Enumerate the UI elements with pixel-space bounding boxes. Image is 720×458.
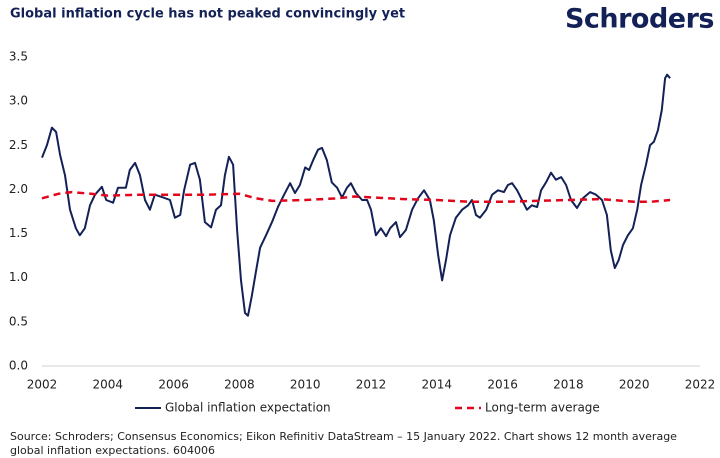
x-tick-label: 2018 bbox=[553, 378, 584, 392]
x-tick-label: 2020 bbox=[619, 378, 650, 392]
y-tick-label: 0.0 bbox=[9, 359, 28, 373]
x-tick-label: 2004 bbox=[93, 378, 124, 392]
x-tick-label: 2016 bbox=[487, 378, 518, 392]
y-tick-label: 1.0 bbox=[9, 270, 28, 284]
y-tick-label: 2.5 bbox=[9, 138, 28, 152]
x-tick-label: 2010 bbox=[290, 378, 321, 392]
x-tick-label: 2008 bbox=[224, 378, 255, 392]
chart-title: Global inflation cycle has not peaked co… bbox=[10, 7, 405, 22]
brand-logo: Schroders bbox=[565, 4, 714, 35]
x-tick-label: 2022 bbox=[685, 378, 716, 392]
y-tick-label: 1.5 bbox=[9, 226, 28, 240]
legend-label: Long-term average bbox=[485, 401, 600, 415]
x-tick-label: 2014 bbox=[422, 378, 453, 392]
x-tick-label: 2012 bbox=[356, 378, 387, 392]
y-tick-label: 3.0 bbox=[9, 94, 28, 108]
x-tick-label: 2002 bbox=[27, 378, 58, 392]
series-line bbox=[41, 190, 671, 204]
source-note: Source: Schroders; Consensus Economics; … bbox=[10, 430, 677, 457]
x-tick-label: 2006 bbox=[158, 378, 189, 392]
series-line bbox=[41, 73, 671, 317]
legend-label: Global inflation expectation bbox=[165, 401, 331, 415]
y-tick-label: 0.5 bbox=[9, 314, 28, 328]
y-tick-label: 3.5 bbox=[9, 50, 28, 64]
y-tick-label: 2.0 bbox=[9, 182, 28, 196]
